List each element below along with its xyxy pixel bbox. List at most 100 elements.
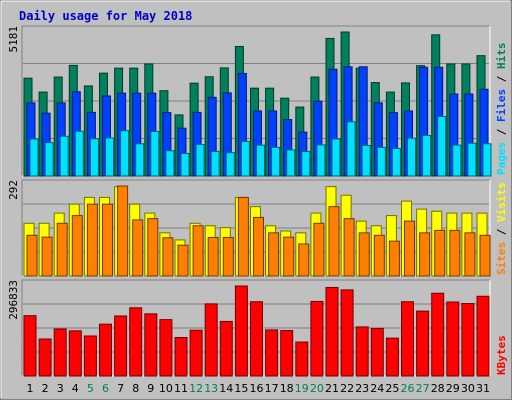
bar-kbytes-day-18 <box>280 330 294 377</box>
bar-sites-day-5 <box>86 203 98 277</box>
bar-sites-day-6 <box>102 203 113 277</box>
chart-axis-labels: 5181 292 296833 <box>7 26 20 320</box>
bar-pages-day-26 <box>407 137 416 177</box>
bar-sites-day-14 <box>222 236 234 277</box>
bar-sites-day-15 <box>237 196 249 277</box>
legend-separator: / <box>495 69 508 89</box>
bar-sites-day-26 <box>404 220 415 277</box>
day-label-9: 9 <box>147 382 154 395</box>
bar-sites-day-17 <box>268 232 280 277</box>
kbytes-max-label: 296833 <box>7 280 20 320</box>
bar-kbytes-day-15 <box>234 285 248 377</box>
day-label-25: 25 <box>385 382 399 395</box>
day-label-10: 10 <box>159 382 173 395</box>
bar-pages-day-16 <box>256 144 265 177</box>
day-label-15: 15 <box>234 382 248 395</box>
day-label-22: 22 <box>340 382 354 395</box>
bar-sites-day-27 <box>419 232 431 277</box>
bar-kbytes-day-10 <box>159 319 173 377</box>
bar-pages-day-5 <box>89 138 99 177</box>
day-label-24: 24 <box>370 382 384 395</box>
bar-sites-day-11 <box>177 244 189 277</box>
bar-kbytes-day-28 <box>431 292 445 377</box>
bar-kbytes-day-27 <box>416 310 430 377</box>
bar-sites-day-19 <box>298 243 310 277</box>
bar-pages-day-27 <box>422 134 432 177</box>
day-label-1: 1 <box>27 382 34 395</box>
bar-kbytes-day-7 <box>114 315 128 377</box>
legend-hits: Hits <box>495 43 508 70</box>
hits_files_pages-max-label: 5181 <box>7 26 20 53</box>
bar-kbytes-day-26 <box>401 301 414 377</box>
bar-sites-day-10 <box>162 237 174 277</box>
visits_sites-legend: Sites / Visits <box>495 182 508 275</box>
day-label-8: 8 <box>132 382 139 395</box>
bar-pages-day-9 <box>150 131 160 177</box>
day-label-30: 30 <box>461 382 475 395</box>
bar-kbytes-day-19 <box>295 341 309 377</box>
bar-sites-day-20 <box>313 222 325 277</box>
day-label-4: 4 <box>72 382 79 395</box>
bar-pages-day-21 <box>331 138 341 177</box>
bar-sites-day-29 <box>449 229 461 277</box>
bar-pages-day-3 <box>59 135 69 177</box>
bar-kbytes-day-25 <box>385 337 399 377</box>
bar-sites-day-23 <box>358 232 370 277</box>
kbytes-legend: KBytes <box>495 335 508 375</box>
day-label-21: 21 <box>325 382 339 395</box>
bar-kbytes-day-23 <box>355 326 369 377</box>
bar-pages-day-31 <box>482 143 492 177</box>
bar-sites-day-18 <box>283 236 295 277</box>
day-label-7: 7 <box>117 382 124 395</box>
bar-pages-day-18 <box>286 149 296 177</box>
legend-files: Files <box>495 89 508 122</box>
bar-sites-day-31 <box>479 234 491 277</box>
bar-sites-day-24 <box>373 234 385 277</box>
bar-kbytes-day-29 <box>446 301 460 377</box>
day-label-19: 19 <box>295 382 309 395</box>
bar-kbytes-day-30 <box>461 303 475 377</box>
day-label-12: 12 <box>189 382 203 395</box>
bar-kbytes-day-5 <box>83 335 97 377</box>
bar-kbytes-day-31 <box>476 295 490 377</box>
bar-sites-day-7 <box>117 185 129 277</box>
bar-kbytes-day-21 <box>325 286 339 377</box>
legend-separator: / <box>495 122 508 142</box>
day-label-20: 20 <box>310 382 324 395</box>
day-label-6: 6 <box>102 382 109 395</box>
bar-pages-day-13 <box>210 151 220 177</box>
bar-pages-day-14 <box>225 152 235 177</box>
bar-sites-day-12 <box>192 225 204 277</box>
bar-kbytes-day-8 <box>129 307 143 377</box>
bar-sites-day-4 <box>71 215 83 277</box>
day-label-27: 27 <box>416 382 430 395</box>
bar-sites-day-28 <box>434 229 446 277</box>
bar-kbytes-day-6 <box>99 323 112 377</box>
bar-pages-day-28 <box>437 116 447 177</box>
bar-kbytes-day-3 <box>53 328 67 377</box>
bar-sites-day-3 <box>56 222 68 277</box>
day-label-16: 16 <box>250 382 264 395</box>
bar-sites-day-2 <box>41 236 53 277</box>
bar-kbytes-day-14 <box>219 320 233 377</box>
day-label-5: 5 <box>87 382 94 395</box>
day-label-18: 18 <box>280 382 294 395</box>
bar-kbytes-day-20 <box>310 300 324 377</box>
day-axis-labels: 1 2 3 4 5 6 7 8 9 10 11 12 13 14 15 16 17 18 19 20 21 22 23 24 2… <box>27 382 491 395</box>
bar-pages-day-25 <box>391 147 401 177</box>
bar-sites-day-21 <box>328 206 340 277</box>
visits_sites-max-label: 292 <box>7 180 20 200</box>
bar-kbytes-day-24 <box>370 327 384 377</box>
bar-pages-day-20 <box>316 144 326 177</box>
legend-visits: Visits <box>495 182 508 222</box>
bar-pages-day-4 <box>74 130 84 177</box>
legend-kbytes: KBytes <box>495 335 508 375</box>
day-label-13: 13 <box>204 382 218 395</box>
bar-pages-day-24 <box>376 146 386 177</box>
day-label-29: 29 <box>446 382 460 395</box>
bar-sites-day-9 <box>147 218 159 277</box>
bar-kbytes-day-4 <box>68 330 82 377</box>
bar-kbytes-day-22 <box>340 289 354 377</box>
bar-pages-day-17 <box>271 146 281 177</box>
chart-bars <box>23 31 492 377</box>
